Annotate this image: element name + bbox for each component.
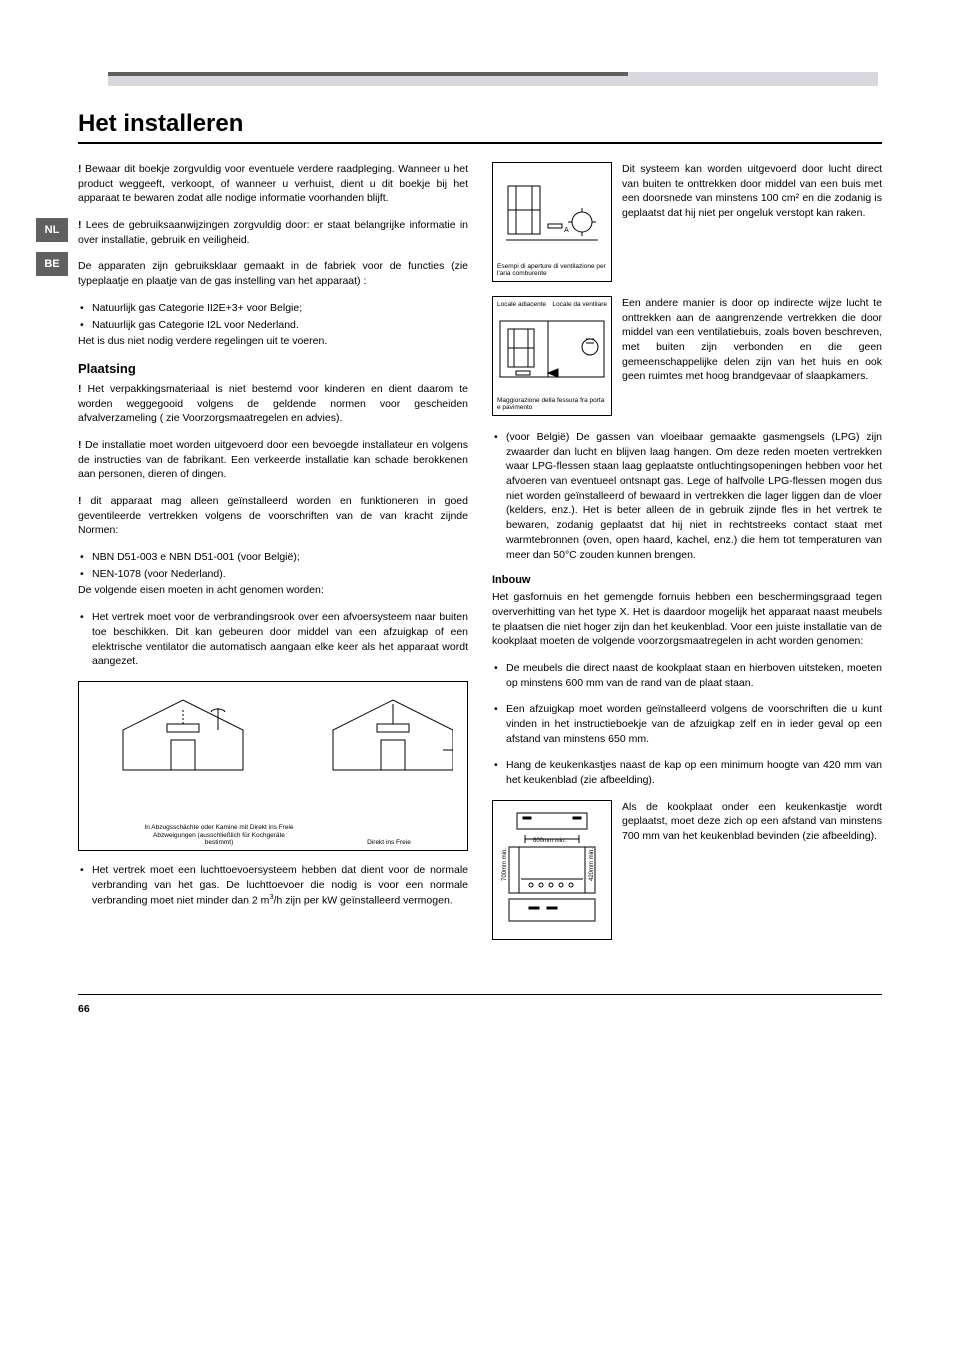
right-text-4: Als de kookplaat onder een keukenkastje …: [622, 800, 882, 940]
list-3: Het vertrek moet voor de verbrandingsroo…: [78, 610, 468, 669]
para-7-text: dit apparaat mag alleen geïnstalleerd wo…: [78, 495, 468, 536]
list-item: Het vertrek moet een luchttoevoersysteem…: [78, 863, 468, 909]
para-5-text: Het verpakkingsmateriaal is niet bestemd…: [78, 383, 468, 424]
para-1: ! Bewaar dit boekje zorgvuldig voor even…: [78, 162, 468, 206]
para-2: ! Lees de gebruiksaanwijzingen zorgvuldi…: [78, 218, 468, 247]
li6-b: /h zijn per kW geïnstalleerd vermogen.: [274, 895, 453, 907]
dim-700: 700mm min.: [502, 847, 508, 880]
list-6: De meubels die direct naast de kookplaat…: [492, 661, 882, 690]
figure-ventilation-wide: In Abzugsschächte oder Kamine mit Direkt…: [78, 681, 468, 851]
para-7: ! dit apparaat mag alleen geïnstalleerd …: [78, 494, 468, 538]
house-diagram-icon: [93, 690, 453, 820]
fig-drawing: [497, 308, 607, 397]
list-1: Natuurlijk gas Categorie II2E+3+ voor Be…: [78, 301, 468, 332]
right-text-1: Dit systeem kan worden uitgevoerd door l…: [622, 162, 882, 282]
para-2-text: Lees de gebruiksaanwijzingen zorgvuldig …: [78, 219, 468, 246]
page-number: 66: [78, 1003, 90, 1015]
footer: 66: [78, 994, 882, 1017]
svg-text:A: A: [564, 227, 569, 234]
content: Het installeren ! Bewaar dit boekje zorg…: [78, 110, 882, 1017]
page-title: Het installeren: [78, 110, 882, 144]
adjacent-room-icon: [498, 319, 606, 385]
list-8: Hang de keukenkastjes naast de kap op ee…: [492, 758, 882, 787]
sidebar: NL BE: [36, 218, 68, 286]
figure-clearances: 600mm min. 700mm min. 420mm min.: [492, 800, 612, 940]
para-4: Het is dus niet nodig verdere regelingen…: [78, 334, 468, 349]
para-r3: Het gasfornuis en het gemengde fornuis h…: [492, 590, 882, 649]
figure-vent-opening: A Esempi di aperture di ventilazione per…: [492, 162, 612, 282]
header-bar-dark: [108, 72, 628, 76]
list-item: De meubels die direct naast de kookplaat…: [492, 661, 882, 690]
list-5: (voor België) De gassen van vloeibaar ge…: [492, 430, 882, 562]
list-item: (voor België) De gassen van vloeibaar ge…: [492, 430, 882, 562]
vent-opening-icon: A: [502, 180, 602, 250]
dim-600: 600mm min.: [533, 838, 566, 844]
fig-drawing: A: [497, 167, 607, 263]
list-item: NBN D51-003 e NBN D51-001 (voor België);: [78, 550, 468, 565]
fig1-caption-right: Direkt ins Freie: [359, 839, 419, 846]
clearance-diagram-icon: 600mm min. 700mm min. 420mm min.: [497, 807, 607, 927]
columns: ! Bewaar dit boekje zorgvuldig voor even…: [78, 162, 882, 954]
header-bar-light: [108, 72, 878, 86]
para-6: ! De installatie moet worden uitgevoerd …: [78, 438, 468, 482]
list-item: Hang de keukenkastjes naast de kap op ee…: [492, 758, 882, 787]
column-left: ! Bewaar dit boekje zorgvuldig voor even…: [78, 162, 468, 954]
para-5: ! Het verpakkingsmateriaal is niet beste…: [78, 382, 468, 426]
list-4: Het vertrek moet een luchttoevoersysteem…: [78, 863, 468, 909]
para-6-text: De installatie moet worden uitgevoerd do…: [78, 439, 468, 480]
list-item: Natuurlijk gas Categorie I2L voor Nederl…: [78, 318, 468, 333]
right-text-2: Een andere manier is door op indirecte w…: [622, 296, 882, 416]
lang-badge-nl: NL: [36, 218, 68, 242]
fig1-caption-left: In Abzugsschächte oder Kamine mit Direkt…: [139, 824, 299, 845]
fig3-label-right: Locale da ventilare: [552, 301, 607, 308]
para-3: De apparaten zijn gebruiksklaar gemaakt …: [78, 259, 468, 288]
page-wrapper: NL BE Het installeren ! Bewaar dit boekj…: [0, 110, 954, 1057]
heading-inbouw: Inbouw: [492, 574, 882, 586]
dim-420: 420mm min.: [589, 847, 595, 880]
para-1-text: Bewaar dit boekje zorgvuldig voor eventu…: [78, 163, 468, 204]
list-2: NBN D51-003 e NBN D51-001 (voor België);…: [78, 550, 468, 581]
fig2-caption: Esempi di aperture di ventilazione per l…: [497, 263, 607, 277]
figure-adjacent-room: Locale adiacente Locale da ventilare: [492, 296, 612, 416]
right-fig-block-3: 600mm min. 700mm min. 420mm min. Als de …: [492, 800, 882, 940]
list-item: Natuurlijk gas Categorie II2E+3+ voor Be…: [78, 301, 468, 316]
column-right: A Esempi di aperture di ventilazione per…: [492, 162, 882, 954]
list-7: Een afzuigkap moet worden geïnstalleerd …: [492, 702, 882, 746]
lang-badge-be: BE: [36, 252, 68, 276]
fig3-label-left: Locale adiacente: [497, 301, 546, 308]
heading-plaatsing: Plaatsing: [78, 361, 468, 376]
fig3-caption: Maggiorazione della fessura fra porta e …: [497, 397, 607, 411]
list-item: NEN-1078 (voor Nederland).: [78, 567, 468, 582]
right-fig-block-2: Locale adiacente Locale da ventilare: [492, 296, 882, 416]
list-item: Het vertrek moet voor de verbrandingsroo…: [78, 610, 468, 669]
right-fig-block-1: A Esempi di aperture di ventilazione per…: [492, 162, 882, 282]
para-8: De volgende eisen moeten in acht genomen…: [78, 583, 468, 598]
list-item: Een afzuigkap moet worden geïnstalleerd …: [492, 702, 882, 746]
